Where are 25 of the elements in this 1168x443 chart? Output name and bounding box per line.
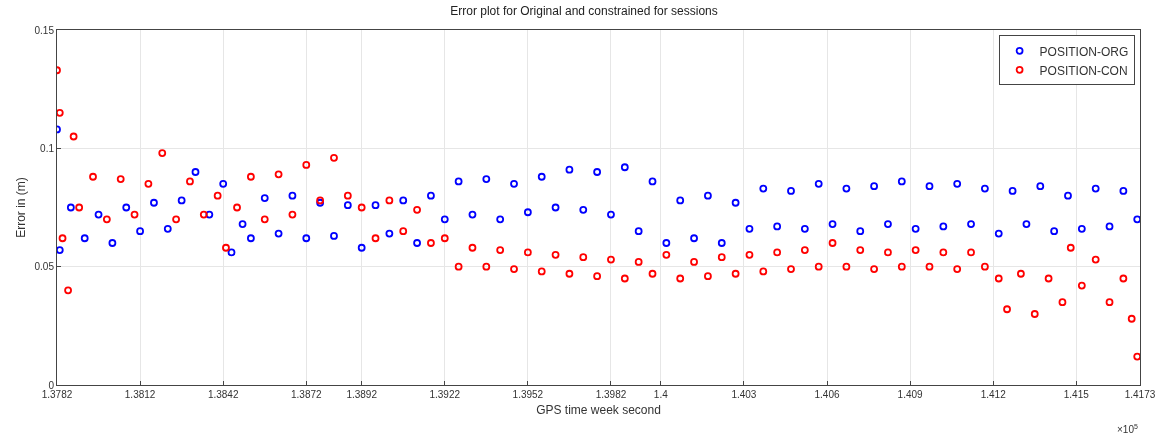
x-tick-label: 1.406: [814, 389, 840, 400]
x-tick-label: 1.412: [980, 389, 1007, 400]
y-tick-label: 0.05: [34, 261, 55, 273]
x-tick-label: 1.409: [897, 389, 924, 400]
legend-label: POSITION-CON: [1039, 63, 1128, 78]
x-tick-label: 1.3892: [346, 389, 378, 400]
x-axis-title: GPS time week second: [536, 402, 661, 417]
x-tick-label: 1.3872: [290, 389, 323, 400]
x-tick-label: 1.3952: [512, 389, 544, 400]
y-tick-label: 0.15: [34, 24, 55, 36]
x-tick-label: 1.4173: [1124, 389, 1156, 400]
chart-title: Error plot for Original and constrained for sessions: [450, 4, 718, 19]
y-axis-title: Error in (m): [13, 177, 28, 238]
legend-label: POSITION-ORG: [1039, 44, 1129, 59]
x-tick-label: 1.3812: [124, 389, 156, 400]
x-tick-label: 1.3842: [207, 389, 239, 400]
x-tick-label: 1.4: [653, 389, 669, 400]
x-tick-label: 1.3982: [595, 389, 627, 400]
x-tick-label: 1.3782: [41, 389, 73, 400]
x-tick-label: 1.415: [1063, 389, 1090, 400]
y-tick-label: 0.1: [40, 142, 55, 154]
y-tick-label: 0: [48, 379, 55, 391]
x-tick-label: 1.3922: [429, 389, 461, 400]
x-tick-label: 1.403: [731, 389, 757, 400]
text: ×10$^{5}$: [1117, 423, 1138, 436]
